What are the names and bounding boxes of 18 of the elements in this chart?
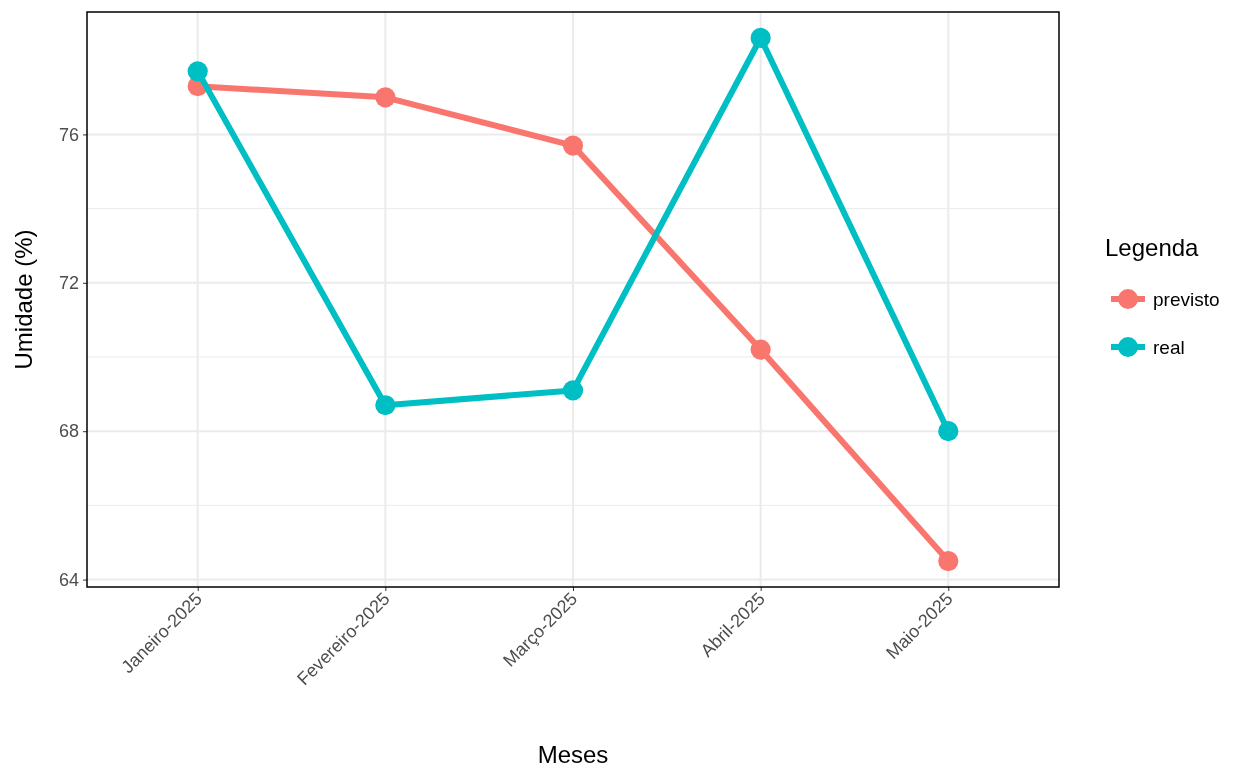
point [375, 87, 396, 108]
y-tick-label: 64 [58, 569, 79, 590]
point [375, 395, 396, 416]
legend-label: previsto [1153, 289, 1220, 310]
y-tick-label: 76 [58, 124, 79, 145]
point [562, 380, 584, 401]
point [562, 135, 584, 156]
y-tick-label: 72 [58, 273, 79, 294]
point [938, 550, 959, 572]
legend-title: Legenda [1105, 234, 1200, 261]
point [750, 339, 771, 360]
point [187, 61, 208, 82]
y-axis-title: Umidade (%) [10, 229, 37, 370]
point [938, 421, 959, 442]
y-tick-label: 68 [58, 421, 79, 442]
legend-label: real [1153, 337, 1185, 358]
point [750, 27, 771, 49]
x-axis-title: Meses [537, 741, 609, 768]
